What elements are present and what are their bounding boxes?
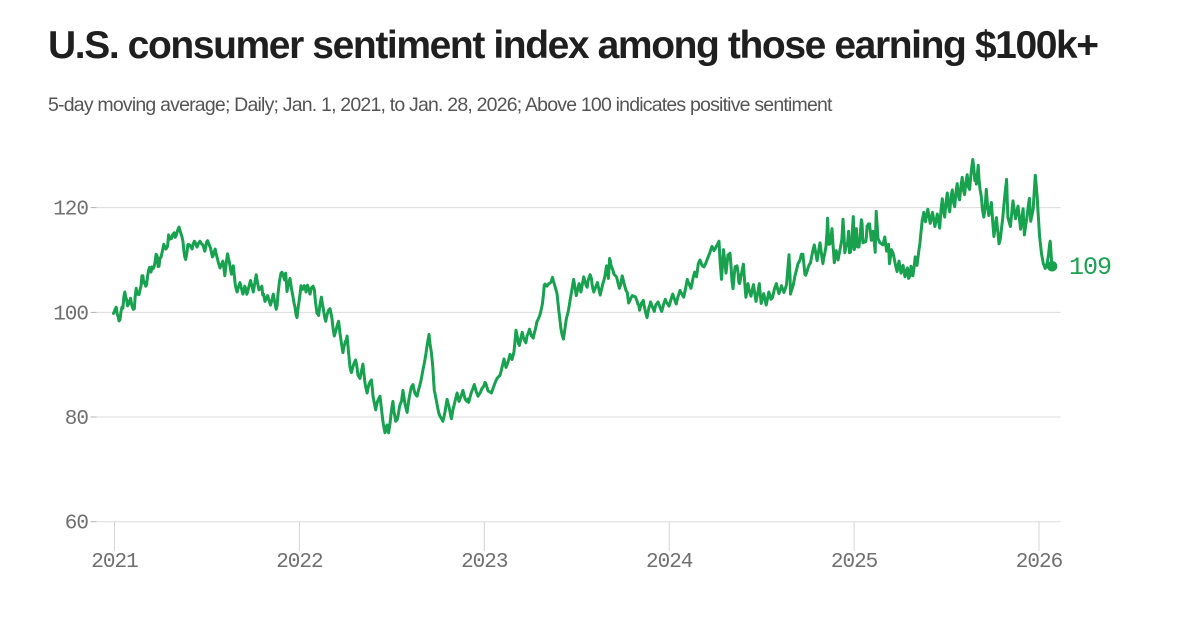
svg-text:80: 80 <box>65 408 89 431</box>
svg-text:2023: 2023 <box>461 551 508 574</box>
svg-text:120: 120 <box>53 199 88 222</box>
svg-text:2025: 2025 <box>831 551 878 574</box>
svg-text:2026: 2026 <box>1016 551 1063 574</box>
svg-text:2022: 2022 <box>276 551 323 574</box>
svg-text:2024: 2024 <box>646 551 693 574</box>
svg-text:60: 60 <box>65 513 89 536</box>
svg-text:100: 100 <box>53 303 88 326</box>
svg-text:109: 109 <box>1069 253 1111 282</box>
svg-text:2021: 2021 <box>91 551 138 574</box>
